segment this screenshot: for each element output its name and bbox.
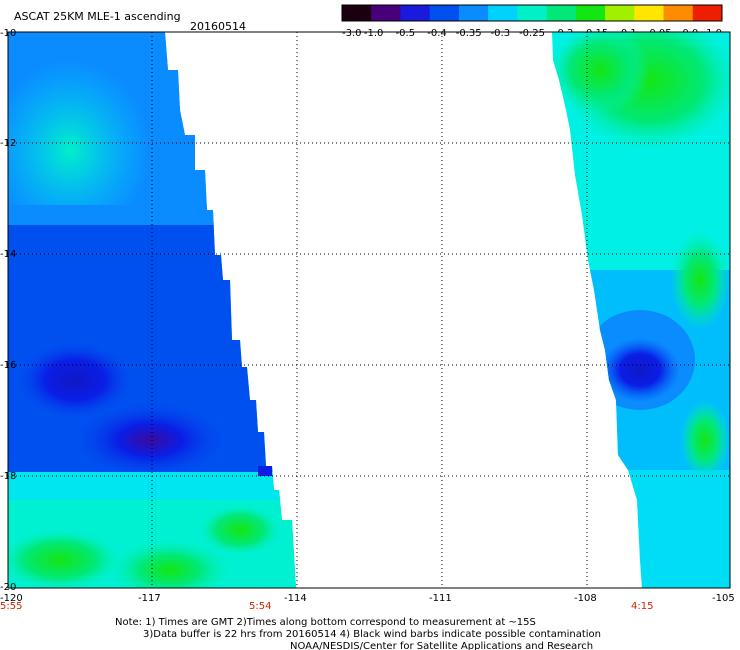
colorbar-cell xyxy=(546,5,577,21)
colorbar-cell xyxy=(605,5,635,21)
right-green-blob-low xyxy=(680,400,730,480)
lon-label-120: -120 xyxy=(0,593,23,604)
lon-label-111: -111 xyxy=(429,593,452,604)
colorbar-cell xyxy=(488,5,518,21)
lat-label-10: -10 xyxy=(0,28,16,39)
lat-label-18: -18 xyxy=(0,471,16,482)
lat-label-14: -14 xyxy=(0,249,16,260)
map-date: 20160514 xyxy=(190,20,246,33)
colorbar-cell xyxy=(342,5,372,21)
colorbar-cell xyxy=(371,5,401,21)
lat-label-16: -16 xyxy=(0,360,16,371)
colorbar-cell xyxy=(429,5,460,21)
colorbar-label: -0.25 xyxy=(519,28,545,39)
colorbar-cell xyxy=(692,5,723,21)
lon-label-117: -117 xyxy=(138,593,161,604)
colorbar-cell xyxy=(634,5,665,21)
lon-label-114: -114 xyxy=(284,593,307,604)
colorbar-cell xyxy=(400,5,431,21)
lon-label-105: -105 xyxy=(712,593,735,604)
time-label-mid: 5:54 xyxy=(249,601,271,612)
colorbar-cell xyxy=(517,5,548,21)
colorbar-label: -1.0 xyxy=(364,28,384,39)
time-labels: 5:55 5:54 4:15 xyxy=(0,601,653,612)
lat-label-20: -20 xyxy=(0,582,16,593)
colorbar-label: -0.4 xyxy=(427,28,447,39)
note-line-1: Note: 1) Times are GMT 2)Times along bot… xyxy=(115,617,536,628)
time-label-left: 5:55 xyxy=(0,601,22,612)
left-green-blob-1 xyxy=(110,540,230,588)
left-swath xyxy=(8,32,296,588)
left-swath-transition xyxy=(8,205,228,225)
lat-labels: -10 -12 -14 -16 -18 -20 xyxy=(0,28,16,593)
colorbar-frame xyxy=(341,4,723,22)
lon-label-108: -108 xyxy=(574,593,597,604)
right-green-blob-top2 xyxy=(552,32,650,115)
colorbar-label: -0.5 xyxy=(396,28,416,39)
colorbar-label: -0.3 xyxy=(491,28,511,39)
right-deep-blob xyxy=(600,338,680,402)
left-green-blob-3 xyxy=(200,505,280,555)
time-label-right: 4:15 xyxy=(631,601,653,612)
map-frame xyxy=(7,31,731,589)
colorbar-cell xyxy=(575,5,606,21)
colorbar-cell xyxy=(663,5,694,21)
left-deep-blob-1 xyxy=(15,340,135,420)
note-line-2: 3)Data buffer is 22 hrs from 20160514 4)… xyxy=(143,629,601,640)
colorbar-label: -0.35 xyxy=(456,28,482,39)
colorbar-cells xyxy=(342,5,723,21)
map-title: ASCAT 25KM MLE-1 ascending xyxy=(14,10,181,23)
footnotes: Note: 1) Times are GMT 2)Times along bot… xyxy=(115,617,601,650)
left-green-blob-2 xyxy=(8,530,120,588)
colorbar-label: -3.0 xyxy=(342,28,362,39)
left-edge-pixel xyxy=(258,466,272,476)
right-swath xyxy=(552,32,730,588)
note-line-3: NOAA/NESDIS/Center for Satellite Applica… xyxy=(290,641,593,650)
right-green-blob-mid xyxy=(670,230,730,330)
lat-label-12: -12 xyxy=(0,138,16,149)
lon-labels: -120 -117 -114 -111 -108 -105 xyxy=(0,593,735,604)
colorbar-cell xyxy=(458,5,489,21)
right-lower-band xyxy=(552,470,730,588)
left-deep-blob-2 xyxy=(70,400,230,480)
left-cyan-blob xyxy=(8,60,150,240)
